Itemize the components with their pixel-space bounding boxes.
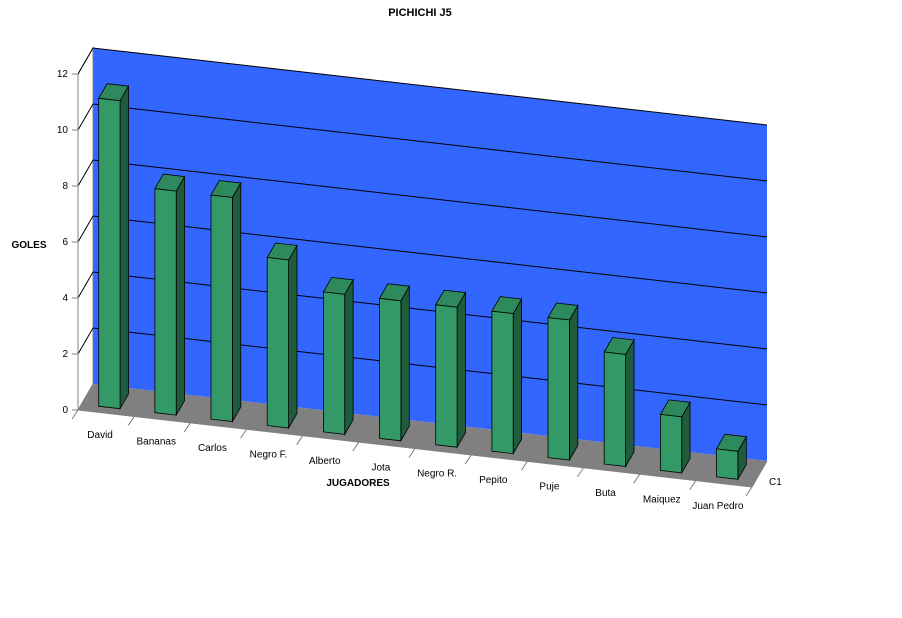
bar	[266, 242, 298, 430]
gridline	[77, 47, 768, 126]
floor	[78, 384, 767, 487]
bar	[715, 433, 747, 481]
x-tick-mark	[689, 480, 697, 490]
x-axis-title: JUGADORES	[326, 478, 390, 489]
depth-axis-label: C1	[769, 477, 782, 488]
bar-front	[379, 297, 402, 442]
x-tick-mark	[464, 454, 472, 465]
y-tick-label: 2	[62, 349, 68, 360]
chart-title: PICHICHI J5	[388, 7, 452, 19]
x-tick-mark	[127, 416, 135, 426]
bar-side	[456, 291, 466, 449]
y-tick-label: 4	[62, 293, 68, 304]
bar-side	[400, 284, 410, 443]
category-label: Buta	[595, 488, 616, 499]
bar-side	[569, 304, 579, 462]
bar-side	[175, 175, 186, 417]
bar-front	[266, 257, 290, 429]
bar-front	[716, 448, 739, 480]
bar-front	[210, 194, 233, 422]
gridlines	[77, 47, 768, 406]
bar-front	[603, 351, 626, 467]
gridline	[77, 327, 768, 406]
x-tick-mark	[240, 428, 247, 439]
category-label: Negro R.	[417, 469, 457, 480]
bar-side	[344, 278, 354, 436]
x-tick-mark	[577, 467, 584, 478]
bar	[378, 283, 410, 443]
bar-front	[98, 97, 121, 410]
category-label: Juan Pedro	[692, 501, 744, 512]
bar	[322, 276, 354, 436]
bar-front	[435, 304, 458, 448]
bar	[435, 289, 467, 449]
depth-axis-line	[751, 460, 768, 488]
y-tick-label: 0	[62, 405, 68, 416]
y-tick-label: 6	[62, 237, 68, 248]
category-label: Bananas	[137, 437, 176, 448]
x-tick-mark	[183, 422, 191, 433]
y-tick-label: 12	[57, 69, 69, 80]
bar	[547, 302, 579, 462]
bar	[659, 399, 691, 475]
bar-side	[119, 84, 129, 411]
category-labels: David Bananas Carlos Negro F. Alberto Jota Neg…	[87, 430, 744, 512]
bar	[98, 83, 130, 411]
category-label: Negro F.	[250, 449, 288, 460]
y-tick-label: 8	[62, 181, 68, 192]
x-tick-mark	[633, 473, 641, 484]
y-axis-title: GOLES	[11, 240, 46, 251]
category-label: Carlos	[198, 443, 227, 454]
category-label: Pepito	[479, 475, 508, 486]
category-label: Maiquez	[643, 494, 681, 505]
gridline	[77, 215, 768, 294]
bar	[154, 173, 186, 417]
bar-front	[660, 413, 683, 474]
gridline	[77, 159, 768, 238]
x-tick-mark	[520, 461, 528, 471]
bar	[603, 337, 635, 468]
x-tick-mark	[352, 441, 360, 452]
bar-front	[547, 317, 570, 461]
y-tick-label: 10	[57, 125, 69, 136]
x-tick-mark	[745, 486, 753, 497]
bar-front	[154, 188, 177, 416]
axes: 0 2 4 6 8 10 12 C1	[57, 69, 782, 497]
bar-side	[625, 338, 635, 468]
x-tick-mark	[296, 435, 304, 445]
category-label: Puje	[539, 482, 559, 493]
bars	[98, 83, 747, 481]
category-label: David	[87, 430, 113, 441]
bar	[491, 296, 523, 456]
bar-side	[288, 243, 298, 430]
bar-front	[491, 310, 514, 455]
x-tick-mark	[71, 409, 79, 420]
bar-side	[231, 181, 242, 423]
bar-side	[512, 297, 522, 456]
gridline	[77, 271, 768, 350]
category-label: Jota	[371, 462, 390, 473]
gridline	[77, 103, 768, 182]
category-label: Alberto	[309, 456, 341, 467]
bar-front	[322, 291, 346, 435]
x-tick-mark	[408, 448, 416, 458]
bar	[210, 180, 242, 423]
